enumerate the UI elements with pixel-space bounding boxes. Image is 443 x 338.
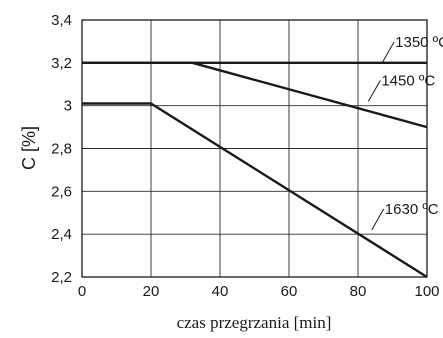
series-label-leader-3 (371, 208, 385, 231)
y-tick-label-0: 2,2 (51, 269, 72, 286)
series-label-3: 1630 ºC (385, 201, 439, 218)
series-label-1: 1350 ºC (395, 34, 443, 51)
series-line-2 (82, 61, 428, 129)
y-tick-label-6: 3,4 (51, 12, 72, 29)
series-label-bg-1 (393, 33, 443, 51)
x-tick-label-2: 40 (212, 283, 229, 300)
x-tick-label-0: 0 (78, 283, 86, 300)
series-label-bg-3 (382, 200, 443, 218)
x-tick-labels: 0 20 40 60 80 100 (78, 283, 440, 300)
series-lines (82, 61, 428, 279)
y-tick-label-5: 3,2 (51, 55, 72, 72)
y-tick-label-2: 2,6 (51, 183, 72, 200)
series-label-leader-1 (381, 41, 395, 64)
y-tick-label-4: 3 (64, 98, 72, 115)
y-tick-label-1: 2,4 (51, 226, 72, 243)
x-tick-label-4: 80 (350, 283, 367, 300)
x-tick-label-3: 60 (281, 283, 298, 300)
y-tick-label-3: 2,8 (51, 141, 72, 158)
x-tick-label-1: 20 (143, 283, 160, 300)
series-label-leader-2 (367, 80, 381, 102)
y-tick-labels: 2,2 2,4 2,6 2,8 3 3,2 3,4 (51, 12, 72, 286)
series-line-3 (82, 102, 428, 279)
y-axis-label: C [%] (19, 126, 39, 170)
series-label-2: 1450 ºC (381, 72, 435, 89)
x-axis-label: czas przegrzania [min] (177, 313, 332, 332)
x-tick-label-5: 100 (414, 283, 439, 300)
plot-frame (81, 19, 428, 278)
